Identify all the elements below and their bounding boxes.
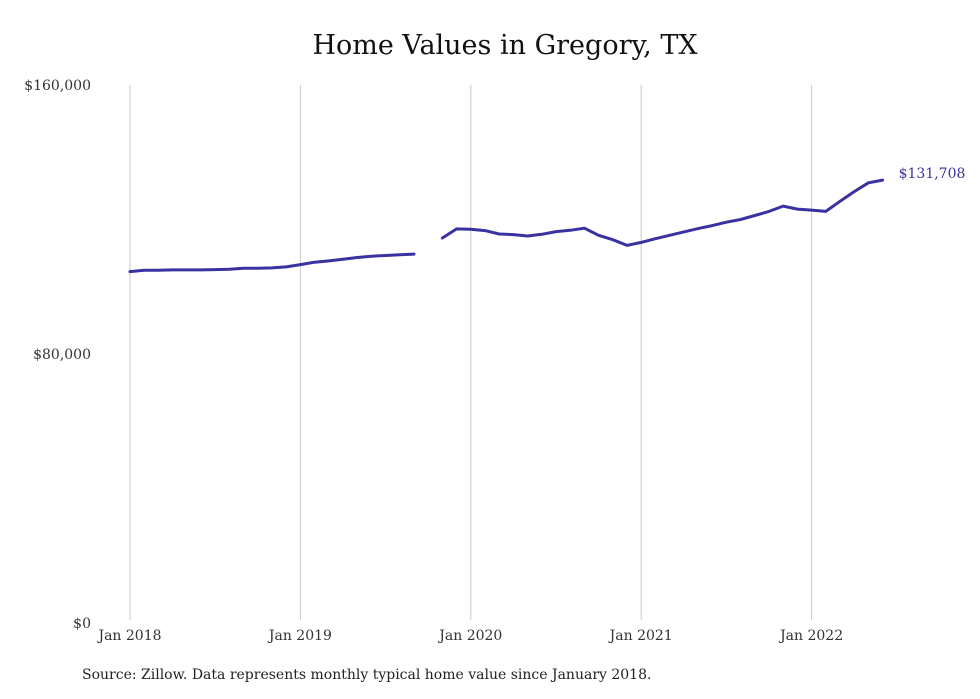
series-line-segment <box>440 178 885 247</box>
x-tick-label: Jan 2022 <box>778 628 843 644</box>
x-tick-label: Jan 2021 <box>608 628 673 644</box>
x-tick-label: Jan 2018 <box>96 628 161 644</box>
x-axis-ticks: Jan 2018 Jan 2019 Jan 2020 Jan 2021 Jan 2022 <box>96 628 843 644</box>
end-value-label: $131,708 <box>899 166 966 182</box>
x-tick-label: Jan 2019 <box>267 628 332 644</box>
source-note: Source: Zillow. Data represents monthly … <box>82 667 652 683</box>
y-tick-label: $80,000 <box>33 347 91 363</box>
series-lines <box>128 178 885 274</box>
chart-title: Home Values in Gregory, TX <box>312 30 698 61</box>
y-axis-ticks: $0 $80,000 $160,000 <box>24 78 91 632</box>
y-tick-label: $0 <box>73 616 91 632</box>
x-tick-label: Jan 2020 <box>437 628 502 644</box>
end-labels: $131,708 <box>899 166 966 182</box>
series-line-segment <box>128 252 416 274</box>
y-tick-label: $160,000 <box>24 78 91 94</box>
gridlines <box>129 85 813 620</box>
